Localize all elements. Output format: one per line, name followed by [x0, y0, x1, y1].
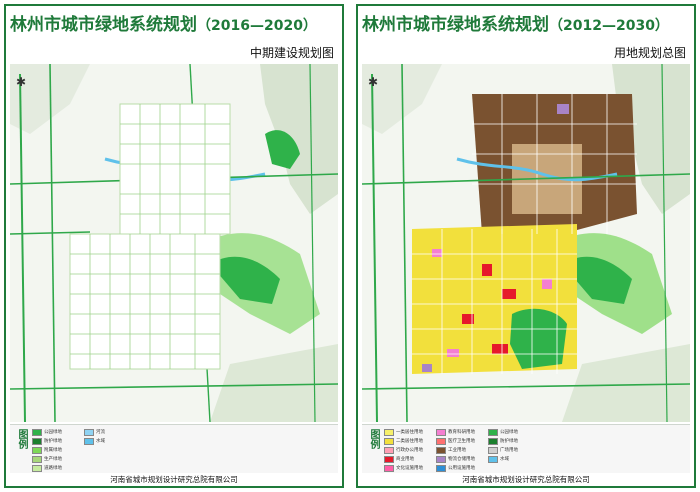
left-title: 林州市城市绿地系统规划（2016—2020）: [10, 10, 317, 35]
legend-item: 行政办公用地: [384, 446, 423, 454]
left-panel-frame: [4, 4, 344, 488]
legend-label: 二类居住用地: [396, 439, 423, 444]
legend-label: 水域: [96, 439, 105, 444]
right-title-years: （2012—2030）: [549, 18, 669, 34]
legend-label: 防护绿地: [500, 439, 518, 444]
legend-swatch: [32, 455, 42, 463]
legend-item: 文化设施用地: [384, 464, 423, 472]
legend-label: 防护绿地: [44, 439, 62, 444]
legend-item: 防护绿地: [32, 437, 62, 445]
legend-label: 一类居住用地: [396, 430, 423, 435]
legend-swatch: [436, 464, 446, 472]
right-panel-frame: [356, 4, 696, 488]
right-map-panel: 林州市城市绿地系统规划（2012—2030） 用地规划总图: [356, 4, 696, 488]
legend-swatch: [32, 428, 42, 436]
legend-label: 商业用地: [396, 457, 414, 462]
right-title-main: 林州市城市绿地系统规划: [362, 15, 549, 35]
legend-label: 广场用地: [500, 448, 518, 453]
legend-swatch: [436, 437, 446, 445]
legend-swatch: [32, 437, 42, 445]
legend-swatch: [488, 446, 498, 454]
legend-label: 水域: [500, 457, 509, 462]
legend-item: 附属绿地: [32, 446, 62, 454]
legend-label: 公园绿地: [44, 430, 62, 435]
legend-label: 附属绿地: [44, 448, 62, 453]
legend-label: 公用设施用地: [448, 466, 475, 471]
legend-item: 教育科研用地: [436, 428, 475, 436]
legend-label: 文化设施用地: [396, 466, 423, 471]
legend-item: 医疗卫生用地: [436, 437, 475, 445]
right-legend-items: 一类居住用地 二类居住用地 行政办公用地 商业用地文化设施用地 教育科研用地 医疗卫生用地…: [384, 428, 686, 472]
legend-item: 工业用地: [436, 446, 466, 454]
legend-swatch: [488, 437, 498, 445]
legend-swatch: [384, 464, 394, 472]
left-footer: 河南省城市规划设计研究总院有限公司: [110, 475, 238, 484]
legend-swatch: [384, 446, 394, 454]
right-footer: 河南省城市规划设计研究总院有限公司: [462, 475, 590, 484]
legend-swatch: [488, 455, 498, 463]
legend-swatch: [436, 455, 446, 463]
svg-text:✱: ✱: [16, 75, 26, 89]
right-map[interactable]: ✱: [362, 64, 690, 422]
legend-label: 医疗卫生用地: [448, 439, 475, 444]
legend-label: 行政办公用地: [396, 448, 423, 453]
legend-item: 公园绿地: [32, 428, 62, 436]
legend-item: 二类居住用地: [384, 437, 423, 445]
legend-label: 生产绿地: [44, 457, 62, 462]
legend-item: 广场用地: [488, 446, 518, 454]
legend-swatch: [436, 428, 446, 436]
right-legend: 图例 一类居住用地 二类居住用地 行政办公用地 商业用地文化设施用地 教育科研用地 医疗卫…: [362, 424, 690, 473]
legend-swatch: [84, 428, 94, 436]
left-legend-head: 图例: [16, 429, 27, 449]
legend-swatch: [384, 428, 394, 436]
legend-item: 物流仓储用地: [436, 455, 475, 463]
legend-item: 河流: [84, 428, 105, 436]
legend-item: 一类居住用地: [384, 428, 423, 436]
legend-item: 公园绿地: [488, 428, 518, 436]
legend-swatch: [384, 455, 394, 463]
left-legend: 图例 公园绿地防护绿地附属绿地生产绿地道路绿地 河流水域: [10, 424, 338, 473]
right-legend-head: 图例: [368, 429, 379, 449]
legend-swatch: [84, 437, 94, 445]
legend-swatch: [488, 428, 498, 436]
legend-item: 公用设施用地: [436, 464, 475, 472]
legend-item: 水域: [84, 437, 105, 445]
legend-label: 河流: [96, 430, 105, 435]
legend-swatch: [32, 446, 42, 454]
legend-swatch: [32, 464, 42, 472]
legend-label: 物流仓储用地: [448, 457, 475, 462]
right-subtitle: 用地规划总图: [613, 46, 686, 60]
left-map[interactable]: ✱: [10, 64, 338, 422]
right-map-drawing: ✱: [362, 64, 690, 422]
legend-item: 防护绿地: [488, 437, 518, 445]
left-subtitle: 中期建设规划图: [249, 46, 334, 60]
legend-label: 公园绿地: [500, 430, 518, 435]
left-legend-items: 公园绿地防护绿地附属绿地生产绿地道路绿地 河流水域: [32, 428, 334, 472]
legend-label: 道路绿地: [44, 466, 62, 471]
left-title-main: 林州市城市绿地系统规划: [10, 15, 197, 35]
legend-label: 教育科研用地: [448, 430, 475, 435]
legend-label: 工业用地: [448, 448, 466, 453]
left-map-panel: 林州市城市绿地系统规划（2016—2020） 中期建设规划图: [4, 4, 344, 488]
legend-item: 水域: [488, 455, 509, 463]
legend-item: 商业用地: [384, 455, 414, 463]
svg-text:✱: ✱: [368, 75, 378, 89]
right-title: 林州市城市绿地系统规划（2012—2030）: [362, 10, 669, 35]
legend-item: 生产绿地: [32, 455, 62, 463]
legend-swatch: [436, 446, 446, 454]
left-map-drawing: ✱: [10, 64, 338, 422]
legend-swatch: [384, 437, 394, 445]
left-title-years: （2016—2020）: [197, 18, 317, 34]
legend-item: 道路绿地: [32, 464, 62, 472]
